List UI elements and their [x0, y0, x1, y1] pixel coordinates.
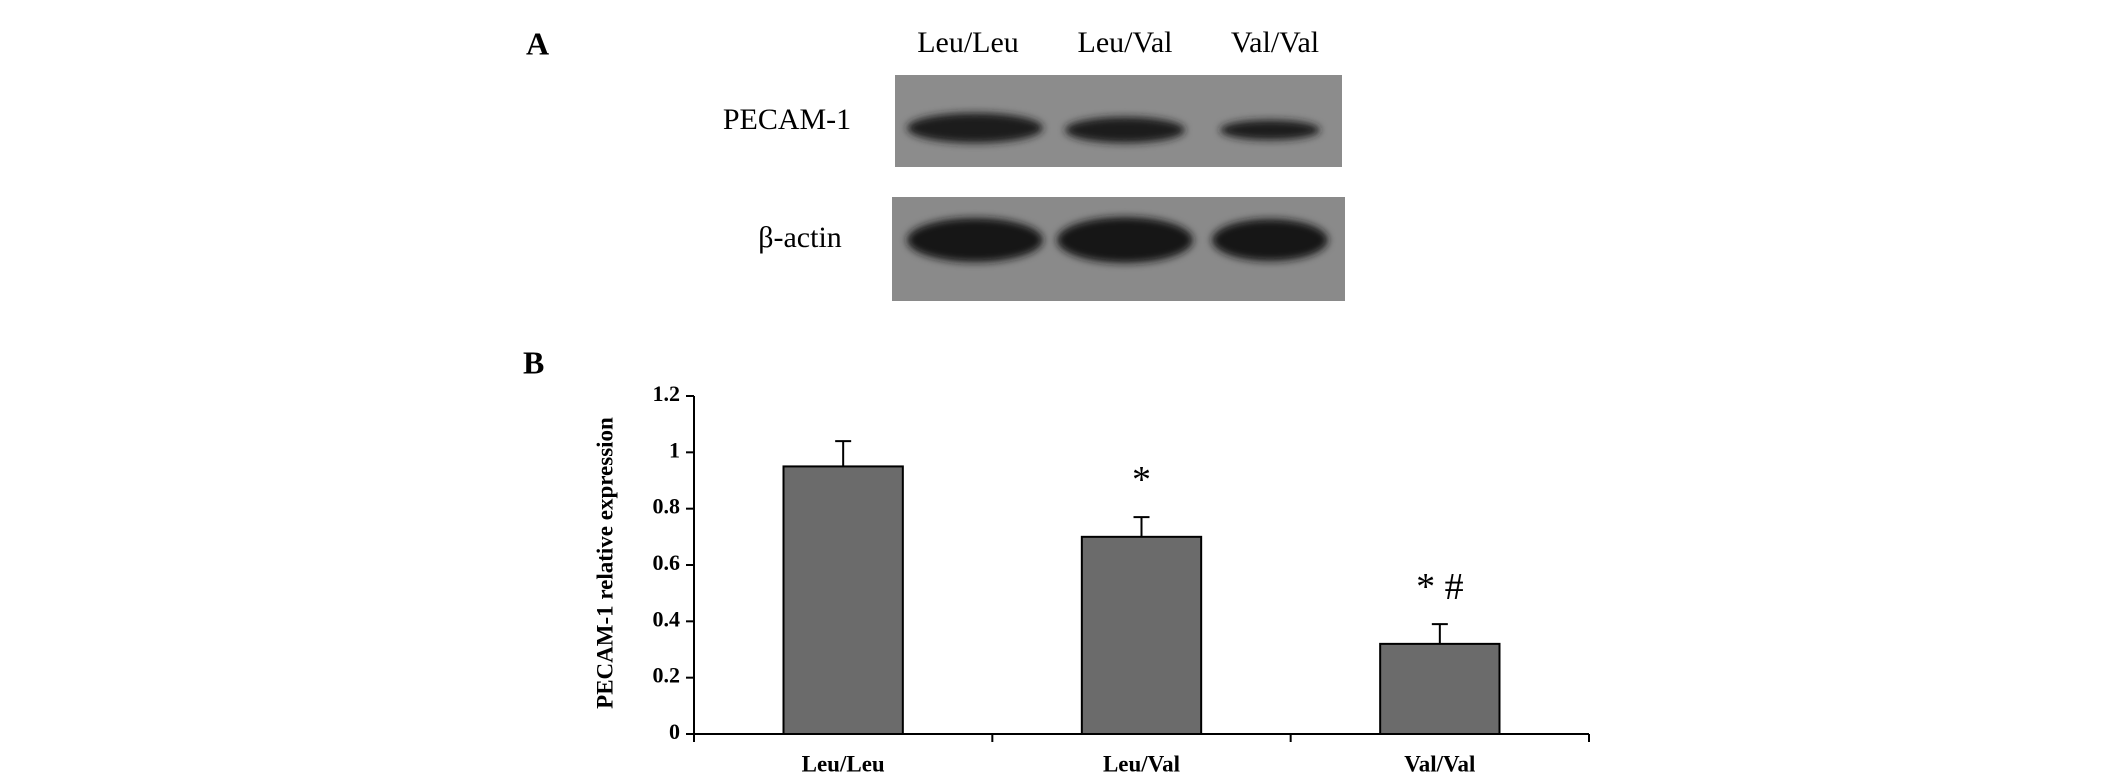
significance-label: * # — [1416, 566, 1464, 608]
lane-label: Val/Val — [1231, 26, 1319, 59]
y-tick-label: 0 — [669, 719, 680, 744]
blot-row-label: β-actin — [758, 221, 842, 254]
significance-label: * — [1132, 459, 1151, 501]
blot-row-label: PECAM-1 — [723, 103, 851, 136]
x-tick-label: Val/Val — [1404, 751, 1475, 776]
lane-label: Leu/Leu — [917, 26, 1019, 59]
x-tick-label: Leu/Val — [1103, 751, 1180, 776]
y-tick-label: 0.4 — [653, 606, 681, 631]
blot-image — [892, 75, 1345, 301]
y-tick-label: 0.8 — [653, 494, 681, 519]
y-tick-label: 1 — [669, 437, 680, 462]
y-tick-label: 0.6 — [653, 550, 681, 575]
bar — [782, 465, 904, 735]
panel-label: A — [526, 25, 549, 61]
y-tick-label: 0.2 — [653, 663, 681, 688]
error-bar — [1133, 516, 1150, 537]
y-tick-label: 1.2 — [653, 381, 681, 406]
bar — [1080, 535, 1203, 735]
lane-label: Leu/Val — [1078, 26, 1173, 59]
panel-label: B — [523, 344, 544, 380]
y-axis-label: PECAM-1 relative expression — [592, 417, 617, 709]
error-bar — [835, 440, 852, 467]
bar — [1379, 642, 1501, 735]
x-tick-label: Leu/Leu — [802, 751, 885, 776]
error-bar — [1431, 623, 1448, 644]
